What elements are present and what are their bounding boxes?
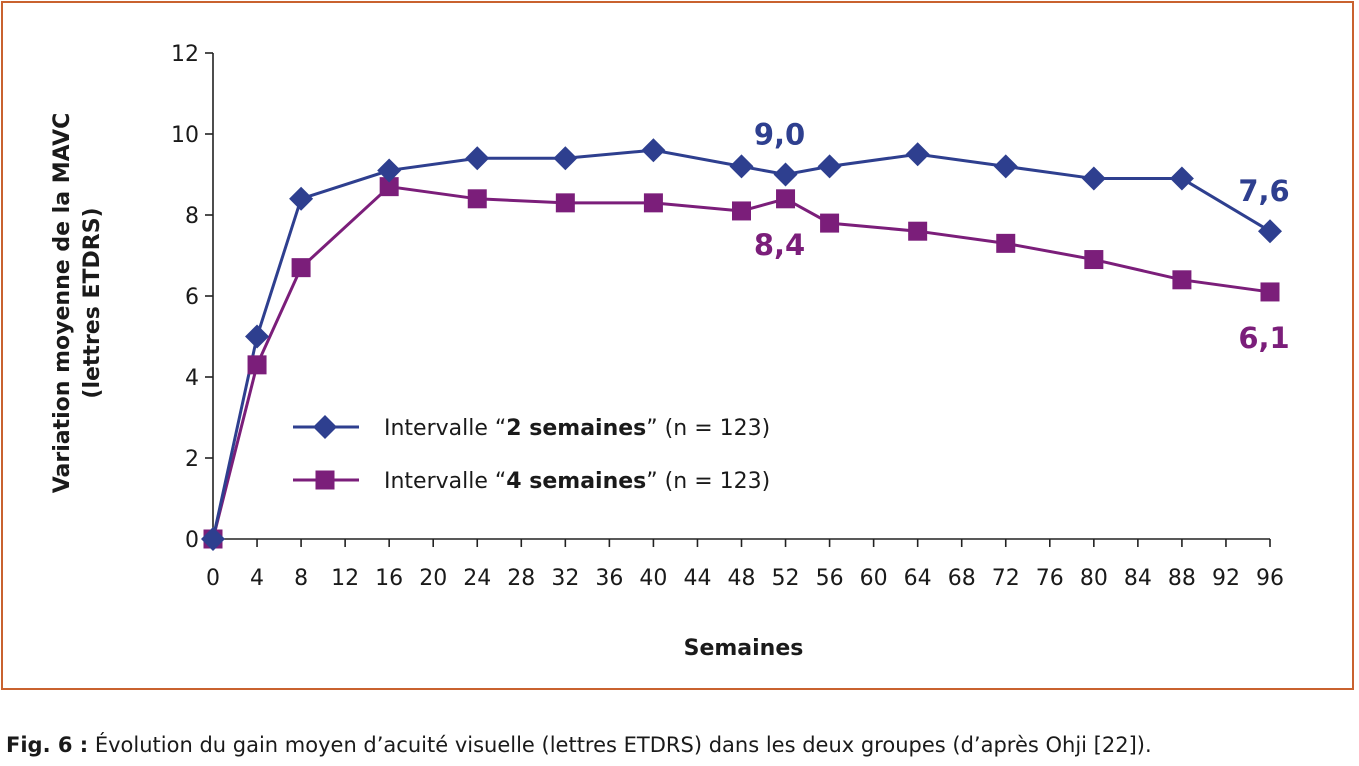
figure-frame: 0 2 4 6 8 10 12 0 4 8 12 16 20 24 28 32 36 40 44 48 52 56 60 64… <box>1 1 1354 690</box>
x-tick-label: 4 <box>250 566 264 591</box>
data-point-square <box>291 258 311 278</box>
x-tick-label: 60 <box>860 566 888 591</box>
y-tick-label: 6 <box>185 285 199 310</box>
y-axis-title-line2: (lettres ETDRS) <box>80 207 105 398</box>
data-label: 7,6 <box>1238 174 1289 208</box>
legend-suffix: ” (n = 123) <box>646 469 770 494</box>
data-point-diamond <box>905 142 930 167</box>
legend-bold: 4 semaines <box>506 469 646 494</box>
data-point-diamond <box>993 154 1018 179</box>
y-tick-label: 8 <box>185 204 199 229</box>
x-axis-title: Semaines <box>684 636 804 661</box>
data-point-square <box>908 221 928 241</box>
data-point-square <box>776 189 796 209</box>
data-point-square <box>820 213 840 233</box>
legend-marker-square <box>315 470 335 490</box>
y-tick-label: 4 <box>185 366 199 391</box>
data-point-diamond <box>641 138 666 163</box>
legend-prefix: Intervalle “ <box>384 469 506 494</box>
legend-entry: Intervalle “2 semaines” (n = 123) <box>384 416 770 441</box>
x-tick-label: 44 <box>683 566 711 591</box>
data-label: 8,4 <box>754 228 805 262</box>
data-point-square <box>555 193 575 213</box>
data-point-square <box>732 201 751 221</box>
data-point-diamond <box>553 146 578 171</box>
x-tick-label: 0 <box>206 566 220 591</box>
y-axis-title-line1: Variation moyenne de la MAVC <box>50 113 75 494</box>
x-tick-label: 92 <box>1212 566 1240 591</box>
data-point-diamond <box>245 324 270 349</box>
x-tick-label: 32 <box>551 566 579 591</box>
x-tick-label: 20 <box>419 566 447 591</box>
y-tick-label: 0 <box>185 528 199 553</box>
x-tick-label: 72 <box>992 566 1020 591</box>
x-tick-label: 8 <box>294 566 308 591</box>
x-tick-label: 88 <box>1168 566 1196 591</box>
data-point-diamond <box>465 146 490 171</box>
caption-label: Fig. 6 : <box>6 733 89 757</box>
figure-caption: Fig. 6 : Évolution du gain moyen d’acuit… <box>6 733 1152 757</box>
x-tick-label: 64 <box>904 566 932 591</box>
x-tick-label: 40 <box>639 566 667 591</box>
legend-prefix: Intervalle “ <box>384 416 506 441</box>
y-tick-label: 2 <box>185 447 199 472</box>
data-point-diamond <box>1258 219 1282 244</box>
legend-entry: Intervalle “4 semaines” (n = 123) <box>384 469 770 494</box>
x-tick-label: 48 <box>728 566 756 591</box>
data-point-diamond <box>1169 166 1194 191</box>
y-tick-label: 12 <box>171 42 199 67</box>
data-point-square <box>996 233 1016 253</box>
x-tick-label: 52 <box>772 566 800 591</box>
data-point-diamond <box>729 154 754 179</box>
data-point-square <box>1172 270 1192 290</box>
x-tick-label: 84 <box>1124 566 1152 591</box>
data-label: 6,1 <box>1238 321 1289 355</box>
data-label: 9,0 <box>754 118 805 152</box>
x-tick-label: 12 <box>331 566 359 591</box>
legend-suffix: ” (n = 123) <box>646 416 770 441</box>
x-tick-label: 16 <box>375 566 403 591</box>
data-point-square <box>379 177 399 197</box>
x-tick-label: 56 <box>816 566 844 591</box>
data-point-diamond <box>377 158 402 183</box>
data-point-square <box>1260 282 1280 302</box>
y-axis-title: Variation moyenne de la MAVC (lettres ETD… <box>50 113 105 494</box>
data-point-square <box>467 189 487 209</box>
x-tick-label: 24 <box>463 566 491 591</box>
data-point-square <box>643 193 663 213</box>
x-tick-label: 96 <box>1256 566 1284 591</box>
data-point-diamond <box>1081 166 1106 191</box>
data-point-diamond <box>773 162 798 187</box>
legend-bold: 2 semaines <box>506 416 646 441</box>
x-tick-label: 68 <box>948 566 976 591</box>
caption-text: Évolution du gain moyen d’acuité visuell… <box>88 733 1152 757</box>
x-tick-label: 80 <box>1080 566 1108 591</box>
legend-marker-diamond <box>313 415 337 439</box>
data-point-diamond <box>817 154 842 179</box>
data-point-square <box>1084 250 1104 270</box>
data-point-square <box>247 355 267 375</box>
data-point-diamond <box>289 186 314 211</box>
x-tick-label: 28 <box>507 566 535 591</box>
data-point-diamond <box>201 527 225 551</box>
y-tick-label: 10 <box>171 123 199 148</box>
x-tick-label: 76 <box>1036 566 1064 591</box>
x-tick-label: 36 <box>595 566 623 591</box>
